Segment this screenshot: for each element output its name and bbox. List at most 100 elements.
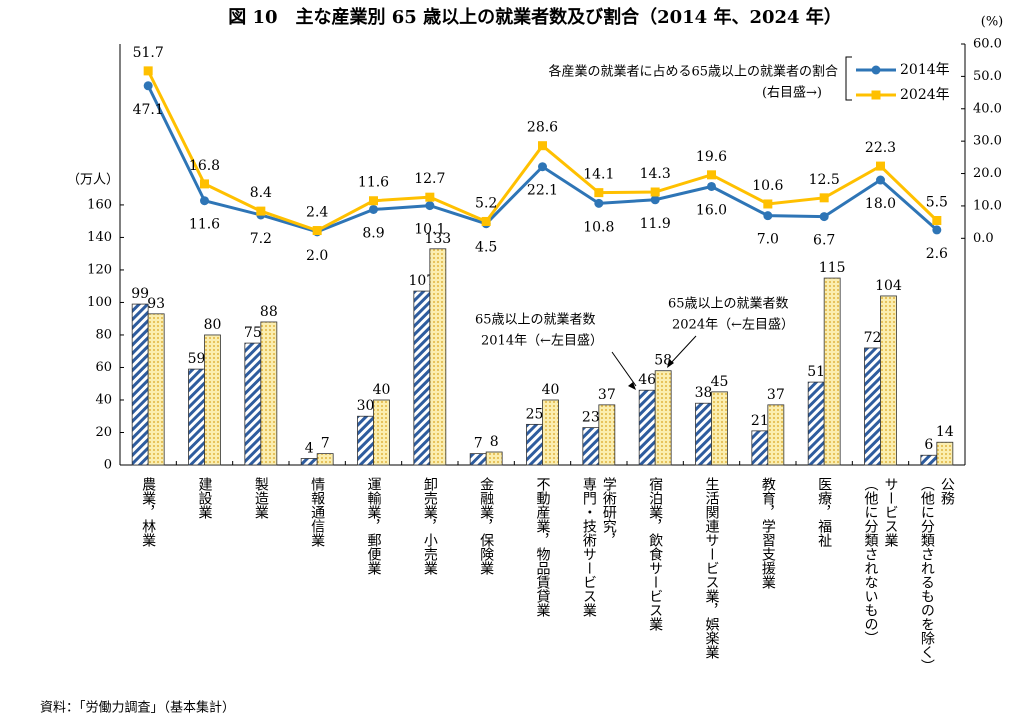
x-tick-label: 製造業 — [253, 477, 269, 519]
bar-value-label: 133 — [424, 231, 451, 247]
marker — [200, 196, 209, 206]
y-tick-label: 40 — [95, 392, 112, 407]
line — [146, 85, 938, 234]
legend-marker — [871, 90, 881, 100]
bar — [638, 389, 656, 466]
annotation: 65歳以上の就業者数 — [668, 296, 789, 312]
bar — [542, 399, 559, 466]
bar-value-label: 40 — [373, 382, 391, 398]
bar-value-label: 38 — [695, 385, 713, 401]
annotation: (右目盛→) — [762, 86, 822, 101]
bar-value-label: 14 — [936, 424, 954, 440]
marker — [650, 187, 660, 197]
bar-value-label: 107 — [408, 273, 435, 289]
bar — [316, 453, 334, 466]
marker — [763, 211, 773, 221]
bar — [880, 295, 897, 466]
bar-value-label: 37 — [767, 387, 785, 403]
x-tick-label: 運輸業，郵便業 — [366, 477, 382, 575]
line-value-label: 6.7 — [813, 233, 835, 249]
bar — [767, 404, 785, 466]
marker — [594, 198, 604, 208]
bar — [864, 347, 881, 466]
line-value-label: 7.0 — [757, 232, 779, 248]
line-value-label: 11.9 — [640, 216, 671, 232]
arrowhead — [628, 382, 636, 390]
y-tick-label: 60 — [95, 360, 112, 375]
marker — [707, 181, 716, 191]
marker — [876, 161, 885, 171]
line-value-label: 5.5 — [926, 194, 948, 210]
line-value-label: 22.3 — [865, 140, 896, 156]
line-value-label: 16.0 — [696, 202, 727, 218]
marker — [932, 225, 942, 235]
chart-title: 図 10 主な産業別 65 歳以上の就業者数及び割合（2014 年、2024 年… — [228, 6, 842, 28]
line-value-label: 8.4 — [250, 185, 272, 201]
marker — [143, 81, 153, 91]
line-value-label: 7.2 — [250, 231, 272, 247]
bar — [260, 321, 278, 466]
bar — [807, 381, 825, 466]
bar-value-label: 37 — [598, 387, 616, 403]
x-tick-label: 建設業 — [197, 477, 213, 519]
bar — [300, 458, 318, 466]
bar — [936, 441, 954, 466]
bar-value-label: 6 — [924, 437, 933, 453]
line-value-label: 10.6 — [752, 178, 783, 194]
line-value-label: 14.3 — [640, 166, 671, 182]
bar-value-label: 45 — [711, 374, 729, 390]
bar-value-label: 75 — [244, 325, 262, 341]
bar — [469, 453, 487, 466]
bar-value-label: 51 — [807, 364, 825, 380]
bar-value-label: 30 — [357, 398, 375, 414]
bar-value-label: 80 — [204, 317, 222, 333]
line-value-label: 10.1 — [414, 222, 445, 238]
line-value-label: 28.6 — [527, 120, 558, 136]
x-tick-label: 医療，福祉 — [816, 477, 832, 548]
x-tick-label: （他に分類されないもの） — [863, 477, 879, 645]
bar-value-label: 25 — [526, 406, 544, 422]
bar — [485, 451, 503, 466]
marker — [594, 188, 604, 198]
bar — [131, 303, 149, 466]
annotation: 各産業の就業者に占める65歳以上の就業者の割合 — [548, 64, 838, 80]
marker — [932, 215, 942, 225]
legend-label: 2024年 — [900, 87, 950, 103]
y-tick-label: 120 — [87, 262, 112, 277]
bar — [695, 402, 712, 466]
bar — [598, 404, 616, 466]
x-tick-label: 農業，林業 — [140, 477, 156, 547]
bar-value-label: 23 — [582, 410, 600, 426]
bar-value-label: 93 — [147, 296, 165, 312]
bar — [582, 427, 600, 466]
bar — [429, 248, 447, 466]
y-tick-label: 80 — [95, 327, 112, 342]
legend-bracket — [845, 56, 852, 101]
x-tick-label: 不動産業，物品賃貸業 — [535, 477, 551, 617]
x-tick-label: 学術研究， — [601, 477, 617, 547]
y2-tick-label: 20.0 — [973, 166, 1002, 181]
marker — [538, 162, 547, 172]
line-value-label: 2.4 — [306, 205, 328, 221]
marker — [200, 179, 209, 189]
line-value-label: 12.5 — [809, 172, 840, 188]
x-tick-label: 卸売業，小売業 — [422, 477, 438, 575]
bar — [147, 313, 165, 466]
bar-value-label: 4 — [305, 440, 314, 456]
bar-value-label: 7 — [321, 436, 330, 452]
marker — [876, 175, 885, 185]
x-tick-label: サービス業 — [883, 477, 899, 547]
source: 資料：「労働力調査」（基本集計） — [40, 700, 235, 716]
marker — [369, 204, 378, 214]
line-value-label: 14.1 — [583, 167, 614, 183]
line-value-label: 51.7 — [133, 45, 164, 61]
bar-value-label: 115 — [819, 260, 846, 276]
arrowhead — [667, 359, 674, 368]
x-tick-label: 公務 — [939, 477, 955, 506]
bar-value-label: 104 — [875, 278, 902, 294]
marker — [425, 201, 435, 211]
line-value-label: 12.7 — [414, 171, 445, 187]
marker — [538, 141, 547, 151]
bar — [244, 342, 262, 466]
